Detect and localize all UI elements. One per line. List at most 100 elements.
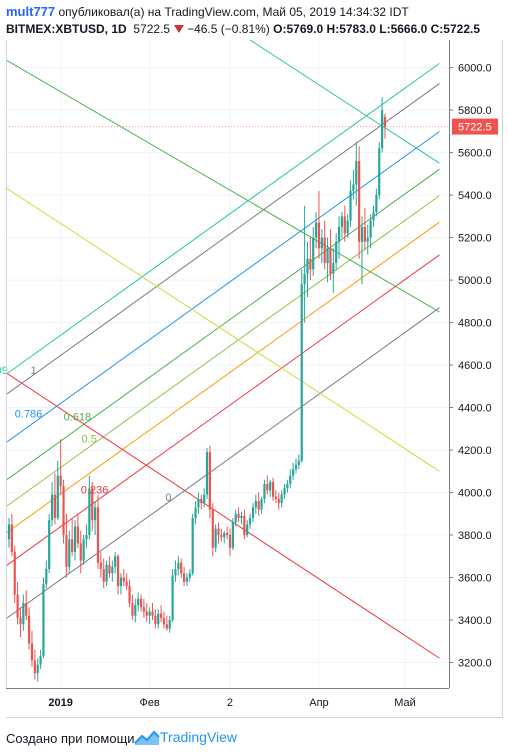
candle-body	[358, 161, 361, 242]
candle-body	[306, 258, 309, 274]
candle-body	[332, 263, 335, 274]
candle-body	[151, 611, 154, 616]
candle-body	[228, 535, 232, 548]
candle-body	[217, 528, 220, 536]
candle-body	[312, 237, 315, 270]
candle-body	[48, 520, 51, 570]
candle-body	[329, 248, 332, 274]
symbol-label[interactable]: BITMEX:XBTUSD, 1D	[6, 22, 127, 36]
price-chart[interactable]: 0 0.236 0.5 0.618 0.786 1 1.09 3200.0 3400.0 360…	[0, 40, 508, 722]
candle-body	[33, 660, 36, 674]
fib-level-label: 0.618	[64, 411, 92, 423]
fib-level-label: 0.786	[15, 409, 43, 421]
candle-body	[39, 656, 42, 665]
candle-body	[366, 237, 369, 242]
candle-body	[134, 605, 137, 616]
candle-body	[197, 498, 200, 508]
created-with-text: Создано при помощи	[6, 731, 135, 746]
candle-body	[317, 222, 321, 249]
y-tick-label: 5200.0	[458, 233, 492, 245]
candle-body	[45, 569, 48, 584]
candle-body	[289, 475, 292, 485]
low-value: 5666.0	[390, 22, 428, 36]
y-tick-label: 4200.0	[458, 445, 492, 457]
candle-body	[320, 237, 323, 249]
candle-body	[326, 248, 329, 264]
candle-body	[280, 494, 283, 504]
candle-body	[16, 594, 19, 618]
last-price-label-box	[452, 118, 498, 135]
candle-body	[381, 110, 384, 149]
candle-body	[182, 573, 186, 582]
author-name[interactable]: mult777	[6, 4, 56, 19]
y-tick-label: 4600.0	[458, 360, 492, 372]
candle-body	[50, 494, 54, 521]
y-tick-label: 3200.0	[458, 658, 492, 670]
candle-body	[226, 532, 229, 536]
candle-body	[13, 552, 16, 595]
fib-level-line	[6, 221, 440, 534]
candle-body	[294, 464, 298, 470]
close-label: C:	[430, 22, 444, 36]
candle-body	[27, 615, 31, 644]
candle-body	[303, 273, 306, 285]
fib-level-line	[6, 307, 440, 620]
candle-body	[246, 524, 249, 536]
candle-body	[171, 575, 174, 621]
candle-body	[59, 475, 62, 487]
candle-body	[349, 190, 352, 221]
fib-level-line	[6, 195, 440, 508]
y-tick-label: 5000.0	[458, 275, 492, 287]
candle-body	[94, 507, 97, 521]
candle-body	[292, 469, 295, 476]
last-price-label: 5722.5	[452, 118, 498, 135]
x-tick-label: Май	[394, 697, 416, 709]
candle-body	[122, 577, 125, 582]
price-axis[interactable]: 3200.0 3400.0 3600.0 3800.0 4000.0 4200.0 4400…	[449, 63, 492, 670]
candle-body	[343, 216, 346, 234]
fib-level-labels: 0 0.236 0.5 0.618 0.786 1 1.09	[0, 365, 171, 504]
candle-body	[108, 564, 111, 574]
candle-body	[263, 484, 266, 499]
candle-body	[286, 484, 289, 489]
down-triangle-icon	[174, 25, 185, 33]
candle-body	[62, 486, 65, 536]
candle-body	[10, 524, 13, 553]
candle-body	[243, 515, 246, 536]
candle-body	[372, 212, 375, 221]
price-change: −46.5 (−0.81%)	[187, 22, 270, 36]
candle-body	[211, 509, 214, 548]
candle-body	[205, 452, 209, 495]
tradingview-brand[interactable]: TradingView	[160, 729, 238, 745]
high-value: 5783.0	[339, 22, 376, 36]
candle-body	[162, 617, 166, 625]
open-value: 5769.0	[286, 22, 324, 36]
candle-body	[337, 226, 341, 242]
candle-body	[297, 460, 300, 465]
candle-body	[174, 569, 177, 576]
candle-body	[254, 501, 257, 508]
candle-body	[277, 498, 280, 504]
time-axis[interactable]: 2019 Фев 2 Апр Май	[48, 697, 415, 709]
candle-body	[203, 494, 206, 504]
candle-body	[260, 498, 263, 510]
candle-body	[102, 569, 105, 582]
y-tick-label: 5600.0	[458, 148, 492, 160]
y-tick-label: 4400.0	[458, 403, 492, 415]
candle-body	[220, 535, 223, 538]
candle-body	[73, 526, 77, 553]
x-tick-label: Апр	[309, 697, 328, 709]
candle-body	[114, 556, 117, 567]
candle-body	[231, 522, 234, 548]
candle-body	[53, 494, 57, 519]
publish-line: mult777 опубликовал(а) на TradingView.co…	[6, 4, 409, 19]
candle-body	[128, 586, 131, 604]
tradingview-logo-icon	[134, 730, 160, 745]
y-tick-label: 4000.0	[458, 488, 492, 500]
candle-body	[177, 562, 180, 570]
candle-body	[25, 603, 28, 616]
candle-body	[142, 607, 145, 612]
axes	[6, 40, 503, 718]
fib-level-label: 0.236	[81, 485, 109, 497]
candle-body	[137, 598, 140, 606]
